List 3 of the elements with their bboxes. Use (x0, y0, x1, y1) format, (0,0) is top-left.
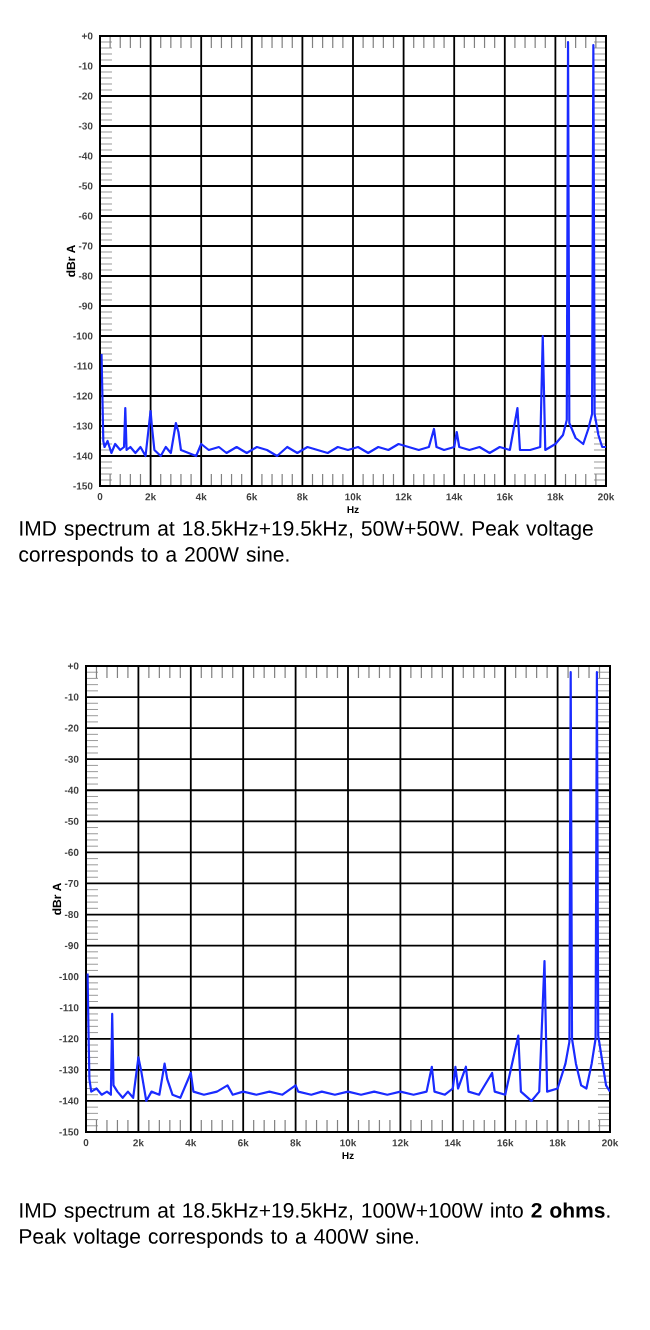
text: IMD spectrum at 18.5kHz+19.5kHz, 100W+100W into 2 ohms. Peak voltage corresponds to a 400W sine. (20, 1202, 610, 1248)
line-series (86, 671, 610, 1103)
text: IMD spectrum at 18.5kHz+19.5kHz, 50W+50W. Peak voltage corresponds to a 200W sine. (19, 520, 593, 566)
